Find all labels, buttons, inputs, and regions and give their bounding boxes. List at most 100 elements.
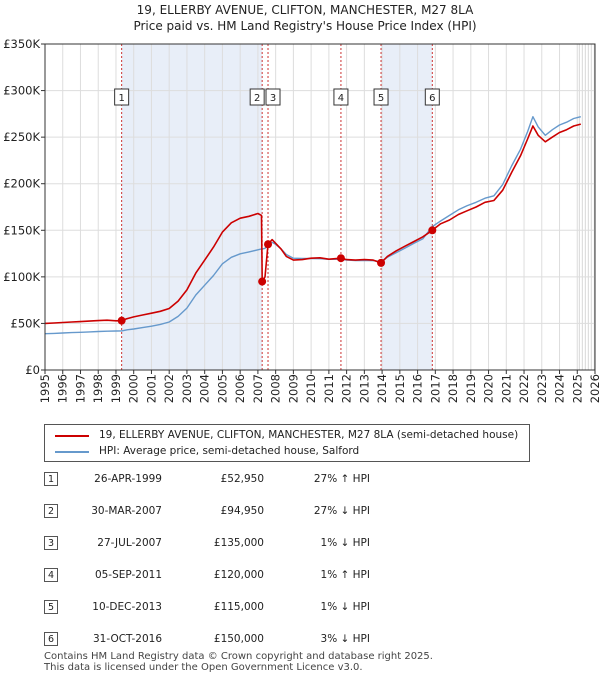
x-tick-label: 1998	[91, 374, 105, 403]
x-tick-label: 2005	[215, 374, 229, 403]
sale-marker-label: 1	[118, 93, 124, 104]
legend-property-swatch	[55, 435, 89, 437]
sale-date: 27-JUL-2007	[97, 537, 162, 549]
sale-number: 5	[44, 600, 58, 614]
y-tick-label: £200K	[3, 177, 40, 191]
x-tick-label: 2015	[393, 374, 407, 403]
chart-legend: 19, ELLERBY AVENUE, CLIFTON, MANCHESTER,…	[44, 424, 530, 462]
price-chart: 19, ELLERBY AVENUE, CLIFTON, MANCHESTER,…	[3, 3, 600, 403]
sale-point	[264, 240, 273, 249]
sale-number: 4	[44, 568, 58, 582]
x-tick-label: 2007	[251, 374, 265, 403]
sale-marker-label: 2	[254, 93, 260, 104]
y-tick-label: £300K	[3, 84, 40, 98]
sale-marker-label: 6	[429, 93, 435, 104]
table-row: 5 10-DEC-2013 £115,000 1% ↓ HPI	[0, 598, 600, 620]
shaded-period	[381, 44, 433, 370]
sale-date: 05-SEP-2011	[94, 569, 162, 581]
sale-number: 2	[44, 504, 58, 518]
x-tick-label: 2010	[304, 374, 318, 403]
sale-marker-label: 3	[270, 93, 276, 104]
x-tick-label: 2019	[464, 374, 478, 403]
x-tick-label: 2013	[357, 374, 371, 403]
x-tick-label: 2004	[198, 374, 212, 403]
sale-marker-box	[249, 88, 265, 106]
legend-hpi-label: HPI: Average price, semi-detached house,…	[99, 445, 360, 457]
table-row: 3 27-JUL-2007 £135,000 1% ↓ HPI	[0, 534, 600, 556]
x-tick-label: 2020	[482, 374, 496, 403]
chart-title: 19, ELLERBY AVENUE, CLIFTON, MANCHESTER,…	[137, 3, 474, 17]
table-row: 1 26-APR-1999 £52,950 27% ↑ HPI	[0, 470, 600, 492]
table-row: 6 31-OCT-2016 £150,000 3% ↓ HPI	[0, 630, 600, 652]
x-tick-label: 1997	[73, 374, 87, 403]
y-tick-label: £100K	[3, 270, 40, 284]
table-row: 2 30-MAR-2007 £94,950 27% ↓ HPI	[0, 502, 600, 524]
sale-marker-box	[424, 88, 440, 106]
x-tick-label: 2022	[517, 374, 531, 403]
sale-marker-box	[373, 88, 389, 106]
sale-number: 3	[44, 536, 58, 550]
sale-hpi-diff: 1% ↑ HPI	[320, 569, 370, 581]
sale-point	[336, 254, 345, 263]
sale-marker-label: 5	[378, 93, 384, 104]
footer: Contains HM Land Registry data © Crown c…	[44, 651, 433, 673]
sale-marker-box	[265, 88, 281, 106]
footer-license: This data is licensed under the Open Gov…	[44, 662, 363, 673]
shaded-period	[121, 44, 263, 370]
plot-frame	[44, 43, 596, 371]
sale-number: 1	[44, 472, 58, 486]
x-tick-label: 1996	[56, 374, 70, 403]
x-tick-label: 2011	[322, 374, 336, 403]
x-tick-label: 2009	[286, 374, 300, 403]
y-tick-label: £50K	[11, 316, 41, 330]
footer-copyright: Contains HM Land Registry data © Crown c…	[44, 651, 433, 662]
x-tick-label: 2026	[588, 374, 600, 403]
chart-subtitle: Price paid vs. HM Land Registry's House …	[133, 19, 476, 33]
sale-point	[428, 226, 437, 235]
sale-hpi-diff: 1% ↓ HPI	[320, 537, 370, 549]
sale-price: £52,950	[220, 473, 264, 485]
sale-point	[258, 277, 267, 286]
y-tick-label: £0	[25, 363, 40, 377]
sale-hpi-diff: 3% ↓ HPI	[320, 633, 370, 645]
sale-hpi-diff: 1% ↓ HPI	[320, 601, 370, 613]
sale-price: £135,000	[213, 537, 264, 549]
sale-date: 26-APR-1999	[94, 473, 162, 485]
x-tick-label: 1995	[38, 374, 52, 403]
y-tick-label: £250K	[3, 130, 40, 144]
sale-price: £115,000	[213, 601, 264, 613]
x-tick-label: 2017	[428, 374, 442, 403]
x-tick-label: 2024	[553, 374, 567, 403]
sale-marker-box	[333, 88, 349, 106]
hpi-line	[44, 116, 581, 335]
sale-marker-label: 4	[338, 93, 344, 104]
sale-point	[117, 316, 126, 325]
x-tick-label: 2016	[411, 374, 425, 403]
property-price-line	[44, 123, 582, 325]
x-tick-label: 1999	[109, 374, 123, 403]
y-tick-label: £150K	[3, 223, 40, 237]
x-tick-label: 2003	[180, 374, 194, 403]
x-tick-label: 2000	[127, 374, 141, 403]
y-tick-label: £350K	[3, 37, 40, 51]
x-tick-label: 2006	[233, 374, 247, 403]
sale-point	[377, 258, 386, 267]
sale-price: £120,000	[213, 569, 264, 581]
legend-hpi-swatch	[55, 451, 89, 453]
x-tick-label: 2014	[375, 374, 389, 403]
sale-date: 31-OCT-2016	[93, 633, 162, 645]
x-tick-label: 2001	[144, 374, 158, 403]
sale-marker-box	[114, 88, 130, 106]
x-tick-label: 2012	[340, 374, 354, 403]
x-tick-label: 2018	[446, 374, 460, 403]
table-row: 4 05-SEP-2011 £120,000 1% ↑ HPI	[0, 566, 600, 588]
sale-date: 10-DEC-2013	[92, 601, 162, 613]
sale-price: £150,000	[213, 633, 264, 645]
sale-number: 6	[44, 632, 58, 646]
x-tick-label: 2021	[499, 374, 513, 403]
x-tick-label: 2025	[570, 374, 584, 403]
x-tick-label: 2023	[535, 374, 549, 403]
x-tick-label: 2008	[269, 374, 283, 403]
sale-price: £94,950	[220, 505, 264, 517]
sale-hpi-diff: 27% ↓ HPI	[313, 505, 370, 517]
